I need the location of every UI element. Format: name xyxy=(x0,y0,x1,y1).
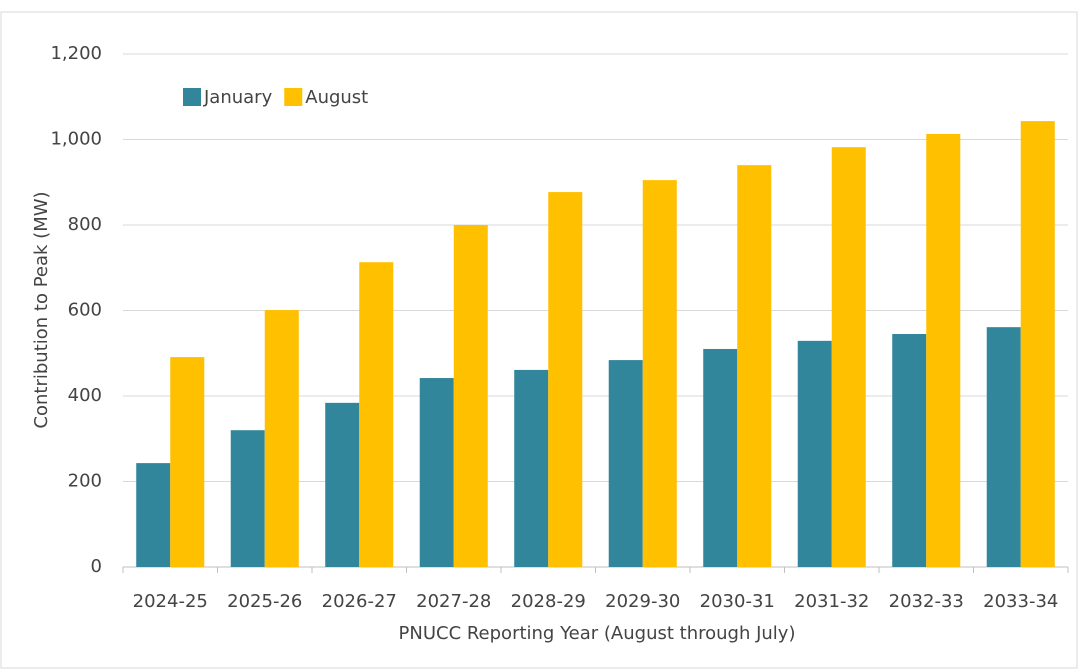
bar xyxy=(453,225,488,567)
bar xyxy=(642,180,677,568)
legend-swatch xyxy=(284,88,303,106)
bar xyxy=(926,133,961,567)
y-tick-label: 800 xyxy=(68,214,102,235)
bar xyxy=(986,327,1021,567)
y-axis-label: Contribution to Peak (MW) xyxy=(31,191,52,428)
legend-label: August xyxy=(305,87,368,108)
x-tick-label: 2025-26 xyxy=(227,591,302,612)
bar xyxy=(136,463,171,567)
bar xyxy=(359,262,394,567)
bar xyxy=(514,369,549,567)
bar xyxy=(419,378,454,567)
y-tick-label: 600 xyxy=(68,300,102,321)
bar xyxy=(608,360,643,567)
x-axis-label: PNUCC Reporting Year (August through Jul… xyxy=(399,623,796,644)
bar xyxy=(548,192,583,567)
bar xyxy=(170,357,205,567)
x-tick-label: 2030-31 xyxy=(700,591,775,612)
bar xyxy=(831,147,866,567)
y-tick-label: 1,200 xyxy=(50,43,102,64)
x-tick-label: 2027-28 xyxy=(416,591,491,612)
bar xyxy=(797,340,832,567)
bar xyxy=(1020,121,1055,568)
bar xyxy=(737,165,772,567)
legend-label: January xyxy=(203,87,273,108)
legend-swatch xyxy=(183,88,201,106)
x-tick-label: 2026-27 xyxy=(322,591,397,612)
x-tick-label: 2033-34 xyxy=(983,591,1058,612)
y-tick-label: 200 xyxy=(68,471,102,492)
x-tick-label: 2028-29 xyxy=(511,591,586,612)
y-tick-label: 0 xyxy=(91,556,102,577)
x-tick-label: 2029-30 xyxy=(605,591,680,612)
bar xyxy=(703,348,738,567)
bar xyxy=(325,402,360,567)
y-tick-label: 400 xyxy=(68,385,102,406)
bar xyxy=(230,430,265,567)
x-tick-label: 2032-33 xyxy=(889,591,964,612)
y-tick-label: 1,000 xyxy=(50,129,102,150)
bar xyxy=(892,334,927,567)
x-tick-label: 2031-32 xyxy=(794,591,869,612)
bar xyxy=(264,310,299,567)
x-tick-label: 2024-25 xyxy=(133,591,208,612)
